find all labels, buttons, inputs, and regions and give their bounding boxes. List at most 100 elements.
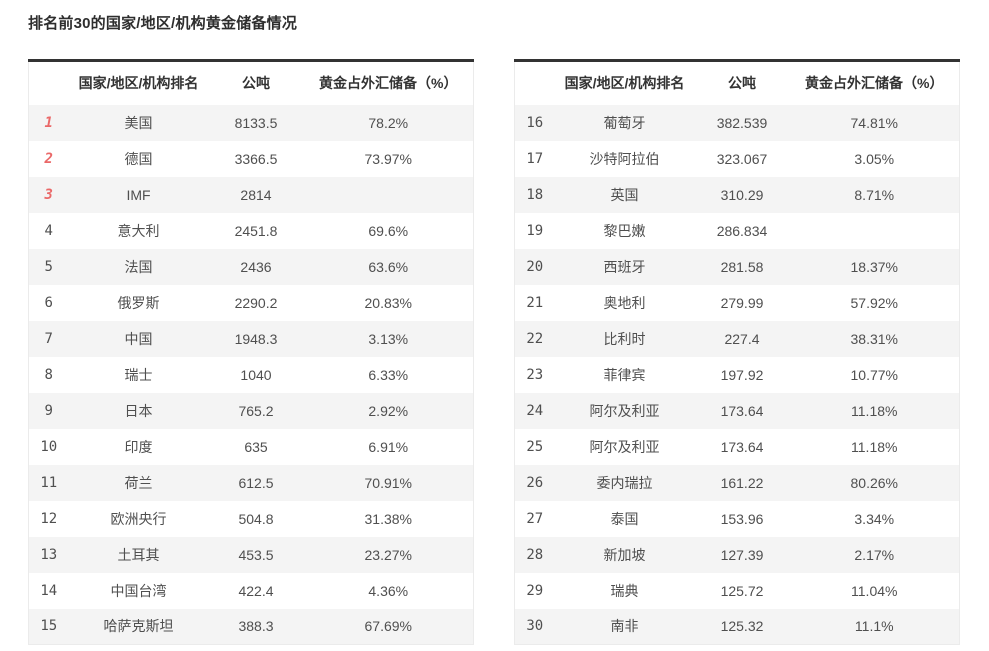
country-cell: 意大利	[117, 222, 160, 239]
percent-cell: 10.77%	[850, 366, 898, 383]
rank-cell: 13	[40, 546, 58, 563]
tonnes-cell: 173.64	[720, 402, 764, 419]
country-cell: 中国	[124, 330, 153, 347]
tonnes-cell: 125.72	[720, 582, 764, 599]
country-cell: 新加坡	[603, 546, 646, 563]
country-cell: 西班牙	[603, 258, 646, 275]
country-cell: 土耳其	[117, 546, 160, 563]
rank-column-header	[28, 60, 69, 105]
tonnes-cell: 2290.2	[234, 294, 278, 311]
country-cell: 阿尔及利亚	[589, 438, 660, 455]
table-row: 8 瑞士 1040 6.33%	[28, 356, 474, 393]
rank-cell: 7	[44, 330, 53, 347]
table-body-right: 16 葡萄牙 382.539 74.81% 17 沙特阿拉伯 323.067 3.05% 18 英…	[514, 104, 960, 645]
rank-cell: 26	[526, 474, 544, 491]
tables-container: 国家/地区/机构排名 公吨 黄金占外汇储备（%） 1 美国 8133.5 78.2% 2…	[28, 59, 989, 645]
tonnes-cell: 279.99	[720, 294, 764, 311]
table-row: 26 委内瑞拉 161.22 80.26%	[514, 464, 960, 501]
header-row: 国家/地区/机构排名 公吨 黄金占外汇储备（%）	[28, 60, 474, 105]
table-body-left: 1 美国 8133.5 78.2% 2 德国 3366.5 73.97% 3 IMF 2814 4 意大…	[28, 104, 474, 645]
rank-cell: 1	[44, 114, 53, 131]
rank-cell: 2	[44, 150, 53, 167]
country-cell: 印度	[124, 438, 153, 455]
country-cell: 英国	[610, 186, 639, 203]
percent-cell: 31.38%	[364, 510, 412, 527]
rank-cell: 14	[40, 582, 58, 599]
percent-cell: 70.91%	[364, 474, 412, 491]
tonnes-cell: 382.539	[716, 114, 768, 131]
table-row: 28 新加坡 127.39 2.17%	[514, 536, 960, 573]
tonnes-cell: 125.32	[720, 618, 764, 635]
rank-cell: 25	[526, 438, 544, 455]
percent-cell: 69.6%	[368, 222, 409, 239]
rank-cell: 23	[526, 366, 544, 383]
rank-cell: 17	[526, 150, 544, 167]
page-title: 排名前30的国家/地区/机构黄金储备情况	[28, 15, 298, 32]
rank-cell: 4	[44, 222, 53, 239]
country-cell: 荷兰	[124, 474, 153, 491]
percent-cell: 67.69%	[364, 618, 412, 635]
percent-cell: 8.71%	[854, 186, 895, 203]
country-cell: 俄罗斯	[117, 294, 160, 311]
country-cell: 委内瑞拉	[596, 474, 653, 491]
table-row: 12 欧洲央行 504.8 31.38%	[28, 500, 474, 537]
country-cell: 比利时	[603, 330, 646, 347]
country-cell: 沙特阿拉伯	[589, 150, 660, 167]
country-cell: 菲律宾	[603, 366, 646, 383]
percent-cell: 4.36%	[368, 582, 409, 599]
table-row: 29 瑞典 125.72 11.04%	[514, 572, 960, 609]
table-row: 22 比利时 227.4 38.31%	[514, 320, 960, 357]
tonnes-cell: 153.96	[720, 510, 764, 527]
country-cell: 中国台湾	[110, 582, 167, 599]
percent-cell: 2.92%	[368, 402, 409, 419]
country-cell: 德国	[124, 150, 153, 167]
table-row: 15 哈萨克斯坦 388.3 67.69%	[28, 608, 474, 645]
table-row: 19 黎巴嫩 286.834	[514, 212, 960, 249]
country-cell: 瑞士	[124, 366, 153, 383]
rank-cell: 16	[526, 114, 544, 131]
tonnes-cell: 765.2	[238, 402, 274, 419]
percent-cell: 11.1%	[854, 618, 894, 635]
gold-table-ranks-16-30: 国家/地区/机构排名 公吨 黄金占外汇储备（%） 16 葡萄牙 382.539 74.…	[514, 59, 960, 645]
table-row: 17 沙特阿拉伯 323.067 3.05%	[514, 140, 960, 177]
table-row: 21 奥地利 279.99 57.92%	[514, 284, 960, 321]
country-cell: 美国	[124, 114, 153, 131]
country-cell: 南非	[610, 618, 639, 635]
tonnes-cell: 323.067	[716, 150, 768, 167]
rank-cell: 8	[44, 366, 53, 383]
table-row: 14 中国台湾 422.4 4.36%	[28, 572, 474, 609]
rank-cell: 20	[526, 258, 544, 275]
country-cell: 阿尔及利亚	[589, 402, 660, 419]
table-row: 4 意大利 2451.8 69.6%	[28, 212, 474, 249]
rank-cell: 12	[40, 510, 58, 527]
percent-cell: 23.27%	[364, 546, 412, 563]
table-row: 27 泰国 153.96 3.34%	[514, 500, 960, 537]
tonnes-cell: 3366.5	[234, 150, 278, 167]
rank-cell: 10	[40, 438, 58, 455]
rank-cell: 19	[526, 222, 544, 239]
table-row: 20 西班牙 281.58 18.37%	[514, 248, 960, 285]
percent-cell: 3.05%	[854, 150, 895, 167]
tonnes-cell: 173.64	[720, 438, 764, 455]
percent-cell: 6.91%	[368, 438, 409, 455]
country-cell: 日本	[124, 402, 153, 419]
rank-cell: 24	[526, 402, 544, 419]
percent-cell: 63.6%	[368, 258, 409, 275]
tonnes-cell: 388.3	[238, 618, 274, 635]
table-row: 11 荷兰 612.5 70.91%	[28, 464, 474, 501]
percent-cell: 78.2%	[368, 114, 409, 131]
percent-cell: 20.83%	[364, 294, 412, 311]
rank-cell: 3	[44, 186, 53, 203]
header-row: 国家/地区/机构排名 公吨 黄金占外汇储备（%）	[514, 60, 960, 105]
tonnes-cell: 2814	[240, 186, 272, 203]
tonnes-cell: 286.834	[716, 222, 768, 239]
country-cell: 黎巴嫩	[603, 222, 646, 239]
rank-cell: 30	[526, 618, 544, 635]
country-cell: 奥地利	[603, 294, 646, 311]
tonnes-cell: 504.8	[238, 510, 274, 527]
rank-cell: 11	[40, 474, 58, 491]
percent-cell: 11.18%	[851, 402, 898, 419]
tonnes-cell: 281.58	[720, 258, 764, 275]
percent-cell: 11.04%	[851, 582, 898, 599]
